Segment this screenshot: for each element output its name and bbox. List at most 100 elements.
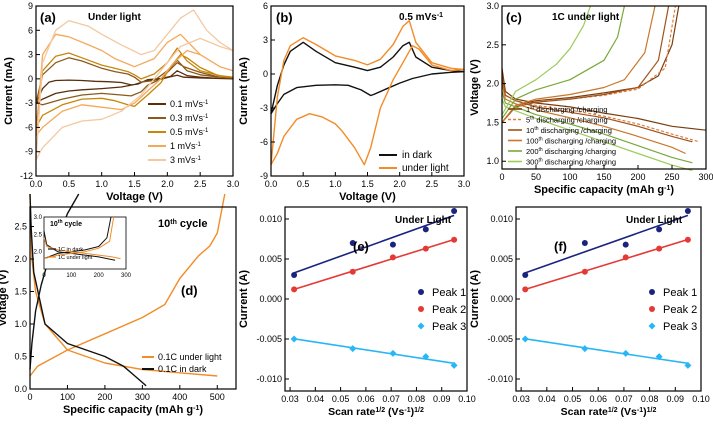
panel-f-xtick-label: 0.03: [512, 394, 530, 404]
panel-e-ytick-label: -0.010: [256, 374, 282, 384]
panel-f-ytick-label: 0.010: [490, 214, 513, 224]
panel-f-fit-line-0: [524, 214, 689, 274]
panel-c-legend-label: 100th discharging /charging: [526, 137, 616, 146]
panel-a-xtick-label: 1.0: [95, 179, 108, 189]
panel-c-legend-label: 1st discharging /charging: [526, 105, 607, 114]
panel-f-xtick-label: 0.05: [564, 394, 582, 404]
panel-c-discharge-line-4: [501, 91, 693, 164]
panel-b-xtick-label: 1.0: [329, 179, 342, 189]
panel-b-frame: [270, 5, 465, 177]
panel-e-xtick-label: 0.08: [408, 394, 426, 404]
panel-d-discharge-line-1: [29, 193, 147, 387]
panel-b-ytick-label: 0: [263, 69, 268, 79]
panel-f-legend-marker: [648, 322, 656, 330]
panel-f-ytick-label: 0.005: [490, 254, 513, 264]
panel-f-legend-marker: [649, 289, 655, 295]
panel-a-legend-label: 3 mVs-1: [170, 155, 202, 165]
panel-d-letter: (d): [181, 283, 198, 298]
panel-d-ytick-label: 0.0: [14, 384, 27, 394]
panel-d-inset-ytick-label: 2.0: [34, 250, 43, 256]
panel-a-xlabel: Voltage (V): [106, 191, 163, 203]
panel-d-inset-ytick-label: 3.0: [34, 215, 43, 221]
panel-a-ytick-label: 9: [28, 1, 33, 11]
panel-e-fit-line-2: [293, 338, 455, 365]
panel-c-discharge-line-1: [501, 75, 700, 143]
panel-b-xtick-label: 1.5: [361, 179, 374, 189]
panel-d-xtick-label: 0: [27, 392, 32, 402]
panel-b-ytick-label: -6: [260, 137, 268, 147]
panel-f-legend-label: Peak 1: [663, 287, 697, 299]
panel-f-fit-line-2: [525, 338, 689, 365]
panel-e-fit-line-0: [293, 214, 455, 274]
panel-f-ylabel: Current (A): [469, 270, 481, 328]
panel-d-inset-xtick-label: 200: [94, 273, 105, 279]
panel-a-legend-label: 0.3 mVs-1: [170, 113, 209, 123]
panel-f-xtick-label: 0.08: [641, 394, 659, 404]
panel-c-ytick-label: 1.0: [486, 156, 499, 166]
panel-a-xtick-label: 3.0: [227, 179, 240, 189]
panel-e-legend-marker: [418, 289, 424, 295]
panel-e-point: [291, 272, 298, 278]
panel-f-point: [684, 208, 691, 214]
panel-d-xtick-label: 200: [97, 392, 112, 402]
panel-c-discharge-line-3: [501, 83, 686, 155]
panel-d-inset-frame: [43, 216, 127, 270]
panel-f-point: [684, 361, 692, 369]
panel-d-inset-legend-label: 1C under light: [58, 255, 93, 261]
panel-a-xtick-label: 2.5: [194, 179, 207, 189]
panel-f-legend-label: Peak 3: [663, 321, 697, 333]
panel-d-ytick-label: 1.0: [14, 319, 27, 329]
panel-d-title: 10th cycle: [158, 218, 207, 230]
panel-a-ylabel: Current (mA): [3, 57, 15, 125]
panel-b-ylabel: Current (mA): [238, 57, 250, 125]
panel-e-point: [389, 241, 396, 248]
panel-c-xtick-label: 250: [664, 172, 679, 182]
panel-e-legend-label: Peak 3: [432, 321, 466, 333]
panel-d-xtick-label: 500: [210, 392, 225, 402]
panel-a-ytick-label: -9: [25, 147, 33, 157]
panel-f-point: [655, 353, 663, 361]
panel-e-ylabel: Current (A): [238, 270, 250, 328]
panel-b-title: 0.5 mVs-1: [399, 12, 443, 24]
panel-e-ytick-label: -0.005: [256, 334, 282, 344]
panel-c-ytick-label: 2.5: [486, 40, 499, 50]
panel-d-inset-charge-0: [43, 216, 112, 260]
panel-f-xtick-label: 0.10: [692, 394, 710, 404]
panel-f-letter: (f): [554, 239, 567, 254]
panel-f-point: [581, 345, 589, 353]
panel-e-xtick-label: 0.05: [332, 394, 350, 404]
panel-d-xtick-label: 400: [172, 392, 187, 402]
panel-a-xtick-label: 0.5: [63, 179, 76, 189]
panel-d-inset-xtick-label: 300: [121, 273, 132, 279]
panel-a-ytick-label: 6: [28, 25, 33, 35]
panel-e-xtick-label: 0.09: [433, 394, 451, 404]
panel-f-ytick-label: -0.005: [487, 334, 513, 344]
panel-b-xtick-label: 2.0: [393, 179, 406, 189]
panel-e-point: [422, 226, 429, 233]
panel-c-xtick-label: 200: [630, 172, 645, 182]
panel-b-xlabel: Voltage (V): [339, 191, 396, 203]
panel-e-point: [450, 361, 458, 369]
panel-a-legend-label: 1 mVs-1: [170, 141, 202, 151]
panel-d-inset-title: 10th cycle: [50, 219, 82, 228]
panel-e-point: [389, 254, 396, 261]
panel-d-inset-ytick-label: 2.5: [34, 232, 43, 238]
panel-e-xlabel: Scan rate1/2 (Vs-1)1/2: [328, 406, 424, 418]
panel-a-series-line-0: [35, 70, 234, 104]
panel-e-legend-marker: [417, 322, 425, 330]
panel-c-charge-line-3: [501, 5, 656, 123]
panel-d-inset-charge-1: [43, 216, 115, 260]
panel-c-xtick-label: 150: [596, 172, 611, 182]
panel-b-ytick-label: 6: [263, 1, 268, 11]
panel-c-xtick-label: 100: [562, 172, 577, 182]
panel-b-letter: (b): [276, 10, 293, 25]
panel-c-xtick-label: 300: [698, 172, 713, 182]
panel-e-point: [349, 268, 356, 275]
panel-e-ytick-label: 0.005: [259, 254, 282, 264]
panel-e-xtick-label: 0.07: [382, 394, 400, 404]
panel-d-ytick-label: 0.5: [14, 352, 27, 362]
panel-b-ytick-label: -9: [260, 171, 268, 181]
panel-e-point: [422, 353, 430, 361]
panel-c-ytick-label: 3.0: [486, 1, 499, 11]
